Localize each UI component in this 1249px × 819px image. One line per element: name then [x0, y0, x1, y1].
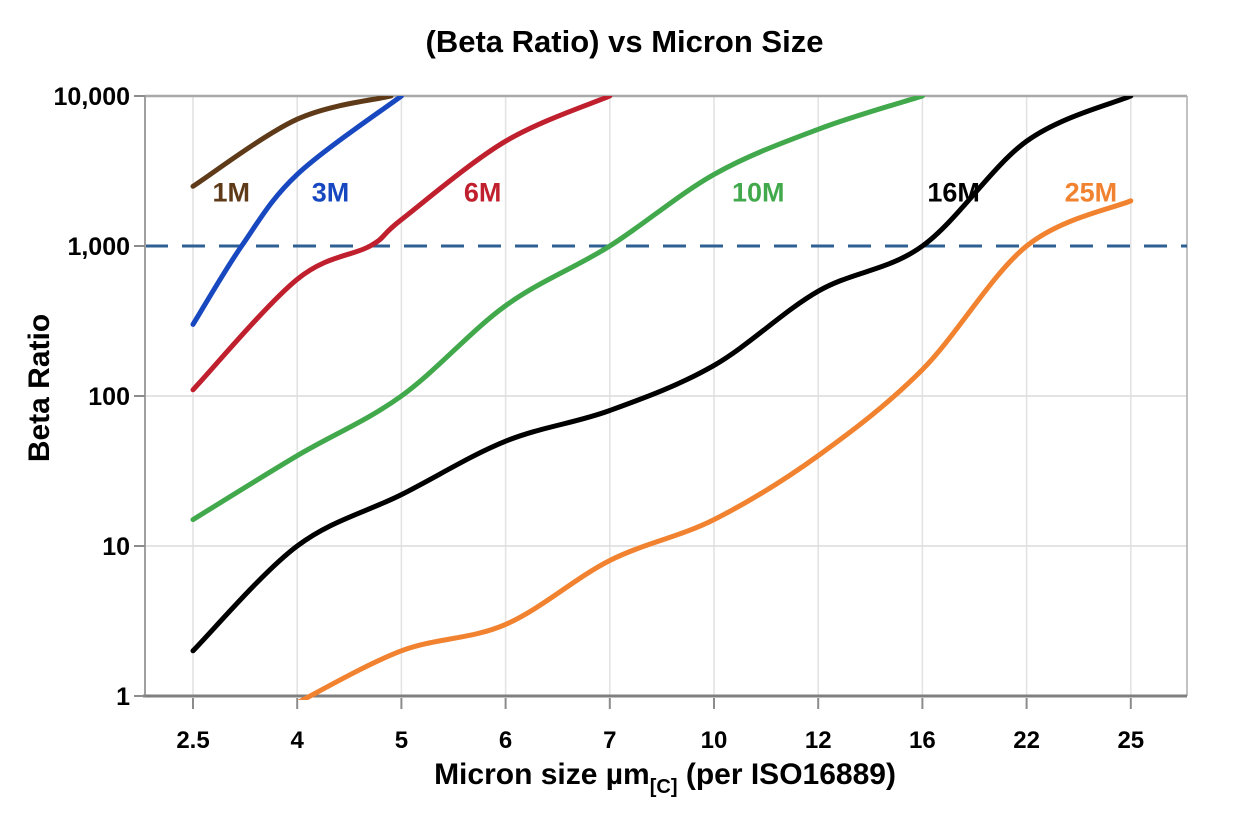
- y-tick-label: 1: [116, 683, 130, 711]
- x-tick-label: 7: [603, 727, 616, 754]
- series-label-10M: 10M: [732, 178, 785, 208]
- x-axis-title-main: Micron size µm: [434, 758, 650, 791]
- series-line-16M: [190, 96, 1134, 654]
- y-tick-labels: 1 10 100 1,000 10,000: [54, 83, 131, 711]
- series-label-16M: 16M: [927, 178, 980, 208]
- x-tick-label: 4: [291, 727, 305, 754]
- series-label-1M: 1M: [212, 178, 250, 208]
- horizontal-gridlines: [145, 395, 1187, 547]
- x-tick-label: 16: [909, 727, 936, 754]
- x-tick-label: 10: [701, 727, 728, 754]
- x-tick-label: 5: [395, 727, 408, 754]
- x-tick-labels: 2.5 4 5 6 7 10 12 16 22 25: [176, 727, 1144, 754]
- x-tick-label: 12: [805, 727, 832, 754]
- y-tick-label: 10,000: [54, 83, 130, 111]
- series-labels: 1M 3M 6M 10M 16M 25M: [212, 178, 1117, 208]
- x-tick-label: 25: [1117, 727, 1144, 754]
- y-axis-title: Beta Ratio: [23, 313, 56, 463]
- series-label-25M: 25M: [1065, 178, 1118, 208]
- tick-marks: [134, 95, 1132, 709]
- series-label-3M: 3M: [312, 178, 350, 208]
- x-axis-title-rest: (per ISO16889): [677, 758, 896, 791]
- x-tick-label: 22: [1013, 727, 1040, 754]
- x-axis-title: Micron size µm[C] (per ISO16889): [0, 758, 1249, 798]
- chart-title: (Beta Ratio) vs Micron Size: [425, 24, 824, 59]
- x-tick-label: 2.5: [176, 727, 209, 754]
- series-label-6M: 6M: [464, 178, 502, 208]
- series-curves: [190, 96, 1134, 700]
- y-tick-label: 1,000: [67, 233, 130, 261]
- x-tick-label: 6: [499, 727, 512, 754]
- series-line-3M: [190, 96, 404, 327]
- x-axis-title-subscript: [C]: [649, 776, 678, 798]
- y-tick-label: 100: [88, 383, 130, 411]
- series-line-25M: [297, 198, 1134, 700]
- y-tick-label: 10: [102, 533, 130, 561]
- series-line-6M: [190, 96, 613, 393]
- series-line-1M: [190, 96, 394, 189]
- series-line-10M: [190, 96, 925, 523]
